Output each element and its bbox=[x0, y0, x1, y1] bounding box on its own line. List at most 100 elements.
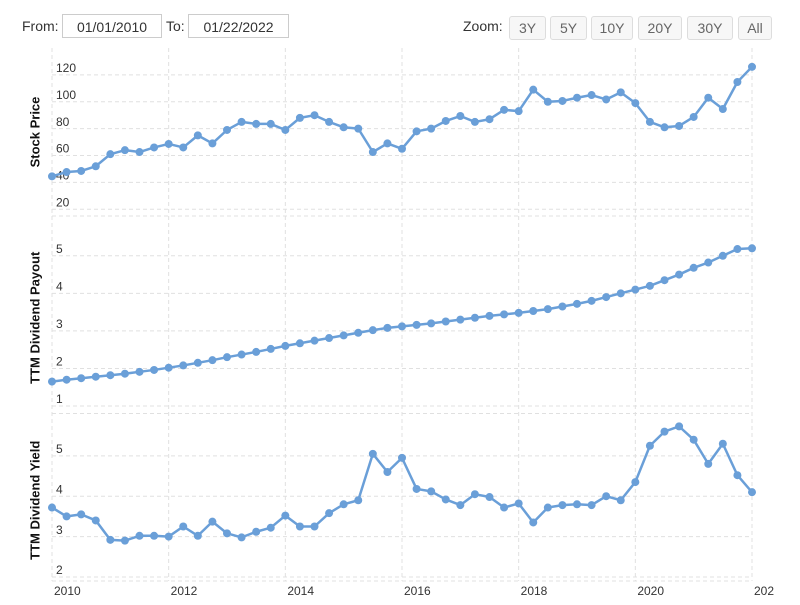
zoom-button[interactable]: 5Y bbox=[550, 16, 587, 40]
data-point bbox=[252, 347, 261, 356]
data-point bbox=[120, 146, 129, 155]
data-point bbox=[252, 119, 261, 128]
data-point bbox=[193, 131, 202, 140]
data-point bbox=[252, 527, 261, 536]
data-point bbox=[150, 365, 159, 374]
data-point bbox=[718, 439, 727, 448]
data-point bbox=[645, 441, 654, 450]
data-point bbox=[558, 302, 567, 311]
data-point bbox=[412, 484, 421, 493]
data-point bbox=[237, 533, 246, 542]
data-point bbox=[675, 422, 684, 431]
data-point bbox=[398, 144, 406, 153]
series bbox=[48, 244, 756, 386]
data-point bbox=[91, 372, 100, 381]
data-point bbox=[48, 503, 56, 512]
data-point bbox=[106, 535, 115, 544]
data-point bbox=[602, 293, 611, 302]
data-point bbox=[120, 536, 129, 545]
data-point bbox=[616, 289, 625, 298]
data-point bbox=[339, 500, 348, 509]
data-point bbox=[193, 358, 202, 367]
data-point bbox=[295, 339, 304, 348]
data-point bbox=[120, 369, 129, 378]
data-point bbox=[398, 453, 406, 462]
from-input[interactable]: 01/01/2010 bbox=[62, 14, 162, 38]
data-point bbox=[616, 88, 625, 97]
data-point bbox=[325, 334, 334, 343]
data-point bbox=[660, 427, 669, 436]
data-point bbox=[281, 511, 290, 520]
data-point bbox=[485, 311, 494, 320]
zoom-button[interactable]: All bbox=[738, 16, 772, 40]
data-point bbox=[383, 467, 392, 476]
zoom-button[interactable]: 3Y bbox=[509, 16, 546, 40]
y-tick-label: 80 bbox=[56, 115, 70, 129]
data-point bbox=[733, 471, 742, 480]
data-point bbox=[310, 111, 319, 120]
data-point bbox=[573, 93, 581, 102]
data-point bbox=[441, 116, 450, 125]
data-point bbox=[631, 285, 640, 294]
data-point bbox=[266, 119, 275, 128]
data-point bbox=[193, 531, 202, 540]
data-point bbox=[135, 367, 144, 376]
data-point bbox=[266, 523, 275, 532]
y-tick-label: 20 bbox=[56, 195, 70, 209]
data-point bbox=[354, 496, 363, 505]
zoom-button[interactable]: 10Y bbox=[591, 16, 633, 40]
data-point bbox=[62, 168, 71, 177]
zoom-button[interactable]: 30Y bbox=[687, 16, 733, 40]
data-point bbox=[164, 532, 173, 541]
data-point bbox=[383, 139, 392, 148]
data-point bbox=[558, 501, 567, 510]
data-point bbox=[91, 516, 100, 525]
data-point bbox=[295, 522, 304, 531]
data-point bbox=[48, 377, 56, 386]
data-point bbox=[383, 323, 392, 332]
data-point bbox=[106, 150, 115, 159]
y-axis-label: TTM Dividend Yield bbox=[27, 441, 42, 560]
data-point bbox=[704, 459, 713, 468]
data-point bbox=[500, 503, 509, 512]
data-point bbox=[470, 490, 479, 499]
data-point bbox=[456, 112, 465, 121]
data-point bbox=[543, 503, 552, 512]
data-point bbox=[354, 328, 363, 337]
y-tick-label: 60 bbox=[56, 142, 70, 156]
data-point bbox=[48, 172, 56, 181]
data-point bbox=[441, 495, 450, 504]
data-point bbox=[310, 336, 319, 345]
to-input[interactable]: 01/22/2022 bbox=[188, 14, 289, 38]
x-tick-label: 202 bbox=[754, 584, 774, 598]
data-point bbox=[675, 121, 684, 130]
y-tick-label: 2 bbox=[56, 563, 63, 577]
data-point bbox=[529, 518, 538, 527]
data-point bbox=[660, 276, 669, 285]
y-tick-label: 4 bbox=[56, 280, 63, 294]
data-point bbox=[733, 78, 742, 87]
x-tick-label: 2018 bbox=[521, 584, 548, 598]
data-point bbox=[748, 488, 756, 497]
data-point bbox=[514, 499, 523, 508]
data-point bbox=[223, 353, 231, 362]
data-point bbox=[529, 85, 538, 94]
data-point bbox=[339, 331, 348, 340]
x-tick-label: 2014 bbox=[287, 584, 314, 598]
data-point bbox=[602, 492, 611, 501]
x-tick-label: 2010 bbox=[54, 584, 81, 598]
data-point bbox=[77, 374, 86, 383]
data-point bbox=[412, 127, 421, 136]
data-point bbox=[704, 258, 713, 267]
x-tick-label: 2020 bbox=[637, 584, 664, 598]
data-point bbox=[616, 496, 625, 505]
data-point bbox=[427, 124, 436, 133]
y-tick-label: 4 bbox=[56, 482, 63, 496]
y-tick-label: 120 bbox=[56, 61, 76, 75]
data-point bbox=[266, 344, 275, 353]
zoom-button[interactable]: 20Y bbox=[638, 16, 682, 40]
data-point bbox=[631, 478, 640, 487]
data-point bbox=[500, 310, 509, 319]
